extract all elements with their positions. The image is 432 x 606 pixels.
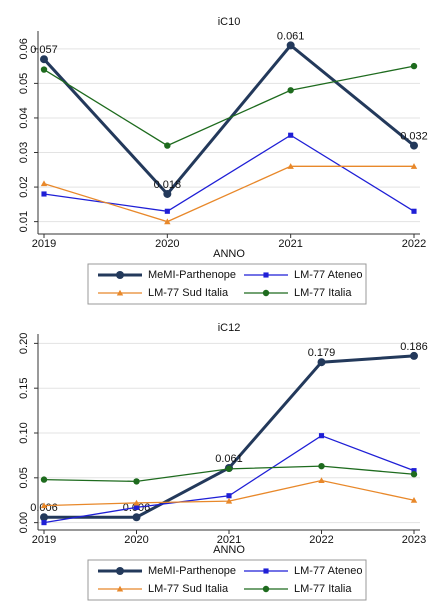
legend-box <box>87 559 367 601</box>
series-line <box>42 43 415 197</box>
series-line <box>44 354 415 519</box>
data-point <box>410 163 418 169</box>
legend-marker <box>116 271 124 279</box>
y-tick-label: 0.20 <box>18 333 30 354</box>
legend-label: LM-77 Ateneo <box>294 565 363 577</box>
legend-marker <box>262 585 270 593</box>
data-point <box>411 208 417 214</box>
data-point <box>163 189 172 198</box>
x-tick-label: 2019 <box>32 534 56 546</box>
x-tick-label: 2021 <box>278 238 302 250</box>
data-label: 0.057 <box>30 44 58 56</box>
data-point <box>40 55 48 64</box>
x-tick-label: 2022 <box>309 534 333 546</box>
data-point <box>133 478 140 485</box>
data-point <box>40 476 48 483</box>
data-point <box>286 41 295 50</box>
data-label: 0.018 <box>154 179 182 191</box>
data-point <box>411 468 417 474</box>
y-tick-label: 0.03 <box>18 142 30 163</box>
x-axis-title: ANNO <box>213 544 245 556</box>
data-point <box>287 163 294 169</box>
series-line <box>43 434 415 524</box>
series-line <box>43 65 415 147</box>
legend-label: LM-77 Sud Italia <box>148 287 229 299</box>
data-point <box>410 497 418 503</box>
x-tick-label: 2023 <box>402 534 426 546</box>
chart-title: iC12 <box>218 322 241 334</box>
data-point <box>41 191 47 197</box>
series-line <box>43 134 415 212</box>
y-tick-label: 0.06 <box>18 38 30 59</box>
legend-marker <box>262 289 270 297</box>
data-point <box>225 497 233 504</box>
y-tick-label: 0.15 <box>18 377 30 398</box>
data-point <box>225 465 233 473</box>
legend-marker <box>116 567 124 575</box>
data-point <box>226 493 232 499</box>
data-point <box>133 504 140 510</box>
data-point <box>40 66 48 73</box>
data-point <box>41 520 47 526</box>
data-point <box>40 180 48 187</box>
legend-label: LM-77 Ateneo <box>294 269 363 281</box>
data-point <box>164 218 171 225</box>
y-tick-label: 0.01 <box>18 211 30 232</box>
chart-title: iC10 <box>218 16 241 28</box>
y-tick-label: 0.05 <box>18 467 30 488</box>
legend-label: LM-77 Italia <box>294 287 352 299</box>
series-line <box>43 165 414 223</box>
data-point <box>410 351 418 360</box>
data-point <box>40 502 48 509</box>
data-label: 0.061 <box>277 30 305 42</box>
data-label: 0.061 <box>215 453 243 465</box>
data-point <box>317 358 326 367</box>
y-tick-label: 0.10 <box>18 422 30 443</box>
data-label: 0.186 <box>400 341 428 353</box>
data-point <box>133 499 140 506</box>
legend-marker <box>116 289 124 296</box>
y-tick-label: 0.02 <box>18 176 30 197</box>
data-point <box>288 132 294 138</box>
data-point <box>164 142 171 149</box>
data-point <box>287 87 294 94</box>
data-point <box>318 477 325 484</box>
data-point <box>40 513 48 522</box>
data-point <box>410 62 418 70</box>
legend-marker <box>263 568 269 574</box>
legend-label: MeMI-Parthenope <box>148 565 236 577</box>
legend-label: LM-77 Italia <box>294 583 352 595</box>
legend-label: LM-77 Sud Italia <box>148 583 229 595</box>
legend-marker <box>263 272 269 278</box>
x-axis-title: ANNO <box>213 248 245 260</box>
data-point <box>410 141 418 150</box>
x-tick-label: 2019 <box>32 238 56 250</box>
legend-marker <box>116 585 124 592</box>
legend-box <box>87 263 367 305</box>
y-tick-label: 0.05 <box>18 73 30 94</box>
data-point <box>164 208 170 214</box>
x-tick-label: 2021 <box>217 534 241 546</box>
y-tick-label: 0.04 <box>18 107 30 128</box>
data-point <box>410 471 418 478</box>
data-label: 0.179 <box>308 347 336 359</box>
x-tick-label: 2020 <box>155 238 179 250</box>
x-tick-label: 2020 <box>124 534 148 546</box>
data-label: 0.032 <box>400 131 428 143</box>
x-tick-label: 2022 <box>402 238 426 250</box>
data-point <box>318 462 325 470</box>
legend-label: MeMI-Parthenope <box>148 269 236 281</box>
data-point <box>132 513 141 522</box>
data-point <box>318 433 325 439</box>
y-tick-label: 0.00 <box>18 512 30 533</box>
